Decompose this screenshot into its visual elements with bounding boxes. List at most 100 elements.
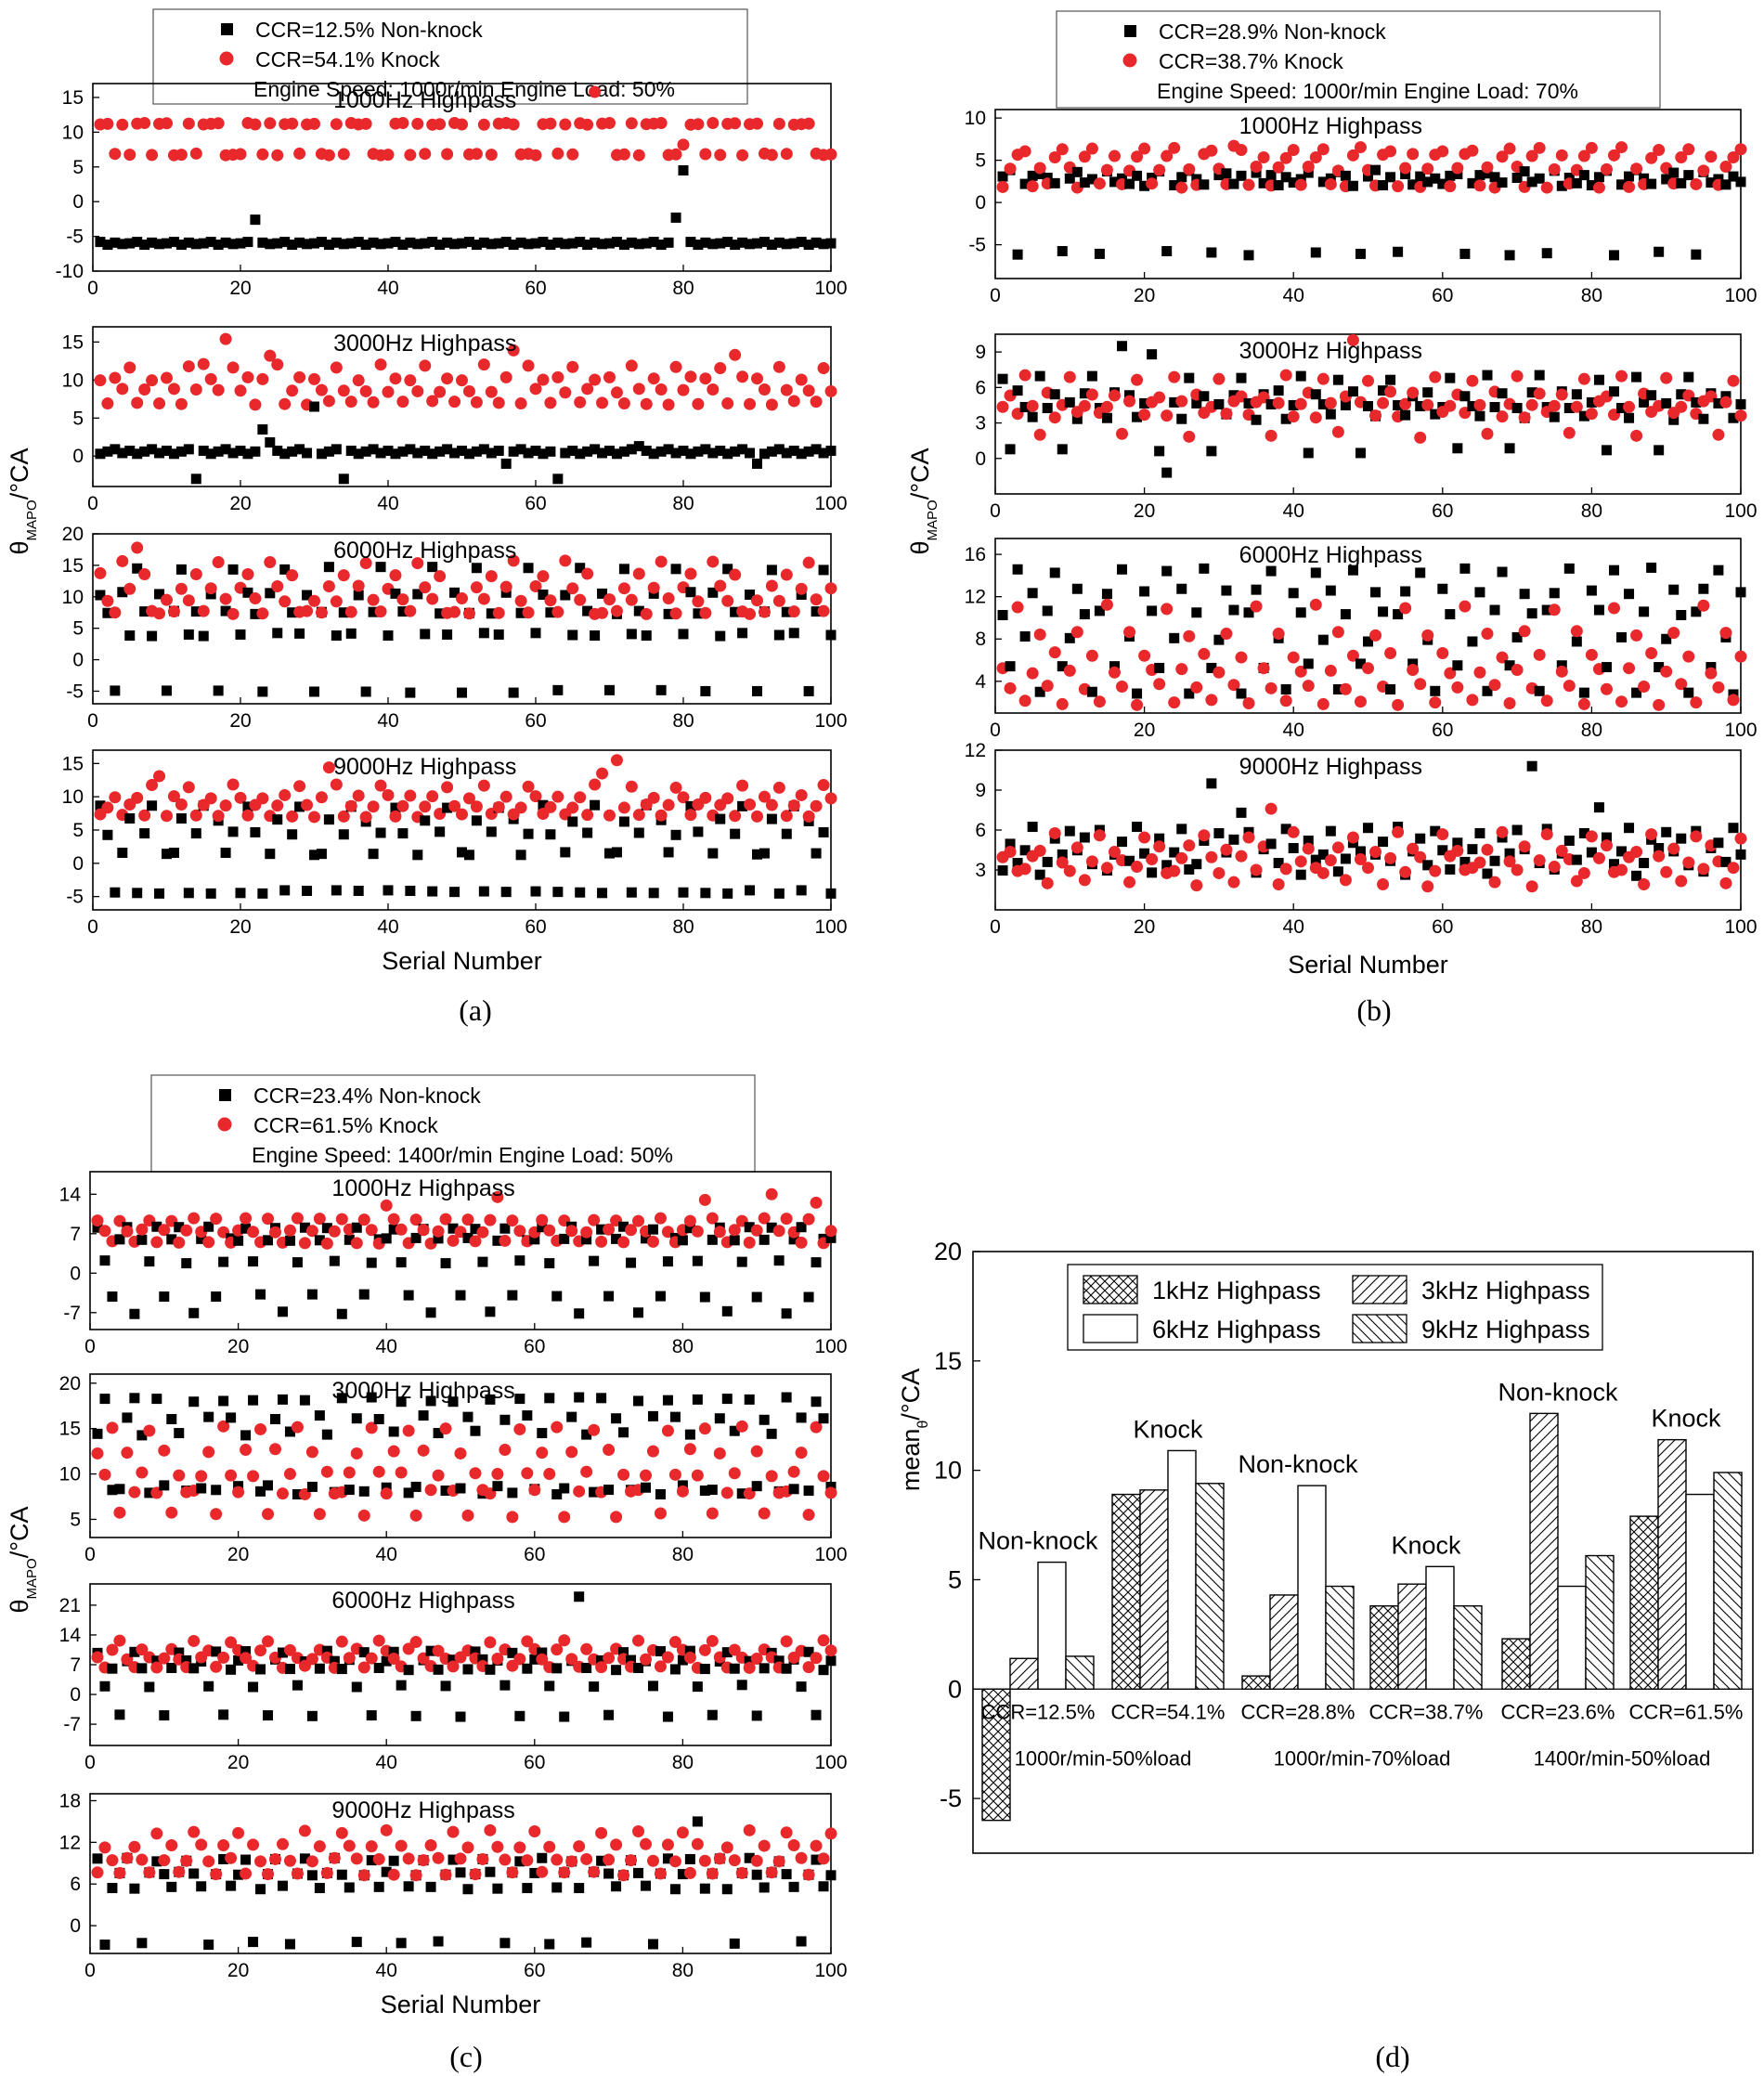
knock-point: [514, 397, 527, 410]
knock-point: [817, 1470, 830, 1483]
nonknock-point: [759, 1414, 770, 1425]
nonknock-point: [1713, 837, 1724, 849]
knock-point: [241, 568, 254, 581]
knock-point: [744, 607, 757, 620]
knock-point: [1302, 680, 1315, 693]
nonknock-point: [1541, 248, 1552, 259]
nonknock-point: [240, 1430, 252, 1441]
y-tick-label: 6: [975, 820, 986, 841]
knock-point: [699, 148, 712, 161]
bar-3: [1425, 1565, 1455, 1690]
nonknock-point: [1086, 686, 1097, 697]
knock-point: [1048, 411, 1061, 424]
nonknock-point: [375, 448, 386, 459]
nonknock-point: [1474, 170, 1485, 181]
nonknock-point: [360, 446, 371, 457]
nonknock-point: [611, 1413, 622, 1424]
group-label: Non-knock: [1238, 1450, 1358, 1478]
y-tick-label: 10: [934, 1457, 962, 1485]
nonknock-point: [715, 446, 726, 457]
bar-4: [1195, 1483, 1225, 1690]
knock-point: [396, 396, 409, 409]
knock-point: [448, 799, 461, 812]
knock-point: [1734, 409, 1747, 422]
nonknock-point: [1511, 631, 1523, 642]
nonknock-point: [1057, 849, 1068, 860]
nonknock-point: [618, 1647, 629, 1658]
y-tick-label: 0: [975, 448, 986, 470]
nonknock-point: [589, 1681, 600, 1693]
knock-point: [1667, 627, 1680, 640]
nonknock-point: [272, 814, 283, 825]
knock-point: [787, 799, 800, 812]
knock-point: [313, 1213, 326, 1226]
nonknock-point: [721, 1305, 733, 1317]
knock-point: [603, 1853, 616, 1866]
knock-point: [330, 778, 343, 791]
knock-point: [707, 116, 720, 129]
knock-point: [1570, 400, 1583, 413]
knock-point: [640, 1837, 652, 1850]
nonknock-point: [114, 1484, 125, 1495]
nonknock-point: [1654, 662, 1665, 673]
nonknock-point: [811, 848, 822, 859]
nonknock-point: [781, 448, 792, 459]
nonknock-point: [773, 629, 785, 641]
x-tick-label: 60: [525, 710, 546, 732]
knock-point: [1138, 831, 1151, 844]
nonknock-point: [1295, 607, 1306, 618]
nonknock-point: [403, 1290, 414, 1301]
nonknock-point: [633, 1395, 644, 1407]
knock-point: [98, 1468, 111, 1481]
knock-point: [662, 592, 675, 605]
nonknock-point: [1526, 176, 1537, 188]
nonknock-point: [1578, 170, 1589, 181]
knock-point: [283, 1468, 296, 1481]
knock-point: [1682, 856, 1695, 869]
nonknock-point: [381, 1233, 392, 1244]
x-tick-label: 20: [229, 710, 251, 732]
knock-point: [565, 1653, 578, 1666]
knock-point: [506, 1866, 519, 1879]
knock-point: [1056, 143, 1069, 156]
knock-point: [1123, 395, 1136, 408]
nonknock-point: [294, 444, 305, 455]
knock-point: [1592, 181, 1605, 194]
knock-point: [595, 1235, 608, 1248]
nonknock-point: [233, 1869, 244, 1880]
nonknock-point: [435, 240, 446, 251]
nonknock-point: [796, 1412, 807, 1423]
knock-point: [1697, 863, 1710, 876]
knock-point: [1085, 855, 1098, 868]
nonknock-point: [1340, 853, 1351, 864]
knock-point: [293, 147, 306, 160]
knock-point: [271, 799, 284, 812]
knock-point: [1362, 374, 1374, 387]
knock-point: [1399, 162, 1412, 175]
nonknock-point: [257, 237, 268, 248]
y-tick-label: 20: [59, 1373, 81, 1395]
knock-point: [212, 117, 225, 130]
nonknock-point: [1378, 385, 1389, 396]
nonknock-point: [1683, 170, 1694, 181]
knock-point: [470, 581, 483, 594]
y-tick-label: -5: [66, 227, 84, 248]
y-tick-label: -5: [66, 681, 84, 702]
nonknock-point: [188, 1396, 200, 1408]
legend-swatch: [1083, 1314, 1138, 1343]
x-tick-label: 40: [376, 1752, 397, 1773]
knock-point: [787, 1465, 800, 1478]
knock-point: [212, 810, 225, 823]
knock-point: [1146, 177, 1159, 190]
knock-point: [426, 592, 439, 605]
knock-point: [559, 554, 572, 567]
nonknock-point: [1735, 587, 1746, 598]
knock-point: [729, 117, 742, 130]
nonknock-point: [136, 1938, 148, 1949]
nonknock-point: [811, 237, 822, 248]
nonknock-point: [1422, 176, 1433, 188]
category-label: CCR=61.5%: [1629, 1700, 1744, 1723]
nonknock-point: [722, 564, 733, 575]
knock-point: [1540, 828, 1553, 841]
knock-point: [150, 1236, 163, 1249]
